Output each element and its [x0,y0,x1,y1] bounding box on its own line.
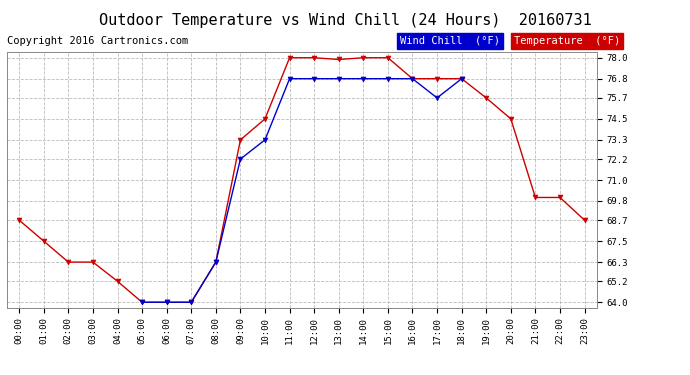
Text: Temperature  (°F): Temperature (°F) [514,36,620,46]
Text: Outdoor Temperature vs Wind Chill (24 Hours)  20160731: Outdoor Temperature vs Wind Chill (24 Ho… [99,13,591,28]
Text: Copyright 2016 Cartronics.com: Copyright 2016 Cartronics.com [7,36,188,46]
Text: Wind Chill  (°F): Wind Chill (°F) [400,36,500,46]
